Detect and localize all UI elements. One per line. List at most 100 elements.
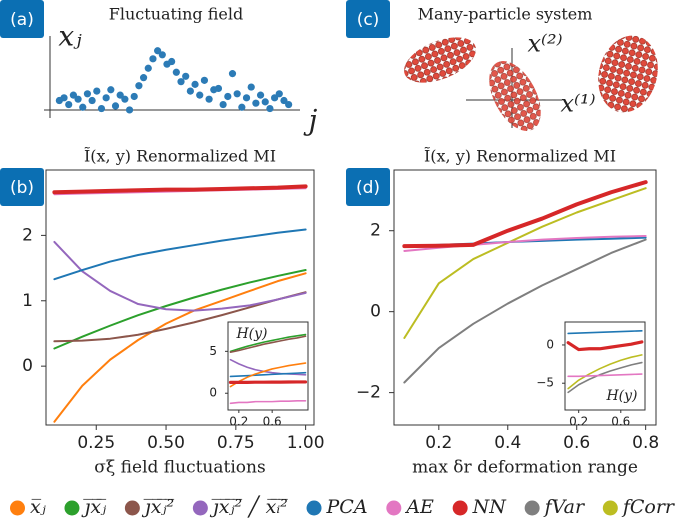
data-line [53,269,307,350]
panel-badge [346,168,390,206]
data-point [125,106,134,114]
chart-title: Ĩ(x, y) Renormalized MI [84,146,276,166]
panel: (b)Ĩ(x, y) Renormalized MI0.25 0.50 0.75 1.… [0,146,325,478]
data-point [130,92,138,101]
data-line [567,330,643,335]
x-axis-label: σξ field fluctuations [94,458,265,478]
data-point [191,80,199,88]
legend-label: x̅ⱼ [30,496,46,518]
data-point [271,94,279,102]
panel: 0.2 0.6 −5 0 H(y) [536,321,646,429]
data-point [247,83,255,91]
particle-cloud [489,61,541,131]
legend-label: PCA [326,496,368,518]
y-axis-label: H(y) [235,326,267,342]
data-point [238,103,246,111]
panel-label: (b) [10,178,34,198]
particle-cloud [598,35,658,113]
data-line [402,180,648,249]
data-line [566,340,644,352]
data-point [139,74,148,82]
data-line [229,335,307,353]
data-point [144,64,152,72]
chart-title: Fluctuating field [109,5,243,24]
x-tick-label: 0.25 [77,433,115,453]
plot-frame [45,169,315,426]
panel-label: (a) [10,10,34,30]
y-tick-label: 2 [370,221,381,241]
legend-label: fVar [543,496,586,518]
x-tick-label: 0.2 [569,415,588,429]
data-line [229,333,307,353]
data-point [88,96,96,105]
data-point [69,91,77,99]
particle-illustration [404,35,658,131]
data-point [121,95,129,103]
panel-badge [0,168,44,206]
data-point [233,90,241,98]
y-axis-label: H(y) [605,388,637,404]
chart-title: Ĩ(x, y) Renormalized MI [424,146,616,166]
data-line [229,371,307,378]
legend-marker [124,500,140,516]
x-tick-label: 0.75 [217,433,255,453]
x-tick-label: 0.6 [563,433,590,453]
y-tick-label: 0 [370,302,381,322]
legend-marker [64,500,80,516]
x-axis-label: x⁽¹⁾ [561,90,596,118]
panel-badge [0,0,44,38]
legend: x̅ⱼ j̅x̅ⱼ̅ j̅x̅ⱼ̅²̅ j̅x̅ⱼ̅²̅ ╱ x̅ᵢ̅²̅ PCA AE N… [10,495,676,518]
x-tick-label: 1.00 [287,433,325,453]
plot-frame [393,169,657,426]
data-point [168,57,176,66]
data-line [403,238,647,384]
data-point [196,91,204,99]
x-tick-label: 0.4 [494,433,521,453]
data-point [252,99,260,107]
data-point [97,104,106,113]
data-point [256,91,265,99]
data-line [229,358,307,376]
data-point [60,94,68,102]
data-point [111,102,120,110]
y-tick-label: 5 [209,344,217,358]
data-line [229,362,307,388]
x-axis-label: j [303,104,318,137]
data-line [567,354,643,390]
legend-marker [452,500,468,516]
data-point [158,51,166,59]
y-tick-label: 0 [22,356,33,376]
x-tick-label: 0.50 [147,433,185,453]
data-point [79,103,87,111]
data-line [53,272,307,423]
data-point [93,87,101,95]
data-point [224,92,232,101]
legend-marker [10,500,25,516]
legend-marker [192,500,208,516]
panel-label: (c) [357,10,380,30]
legend-marker [306,500,322,516]
data-point [172,68,180,76]
panel-label: (d) [356,178,380,198]
data-point [154,47,162,55]
data-point [149,55,157,63]
legend-label: j̅x̅ⱼ̅²̅ [141,496,174,518]
panel: (c) Many-particle system x⁽¹⁾ x⁽²⁾ [346,0,596,118]
data-point [182,72,190,80]
y-tick-label: 1 [22,291,33,311]
data-point [285,100,293,109]
x-tick-label: 0.2 [229,415,248,429]
legend-label: AE [404,496,434,518]
data-line [403,187,647,339]
chart-title: Many-particle system [418,5,593,24]
legend-marker [386,500,402,516]
y-axis-label: x⁽²⁾ [528,30,563,58]
data-point [186,87,194,95]
data-point [177,78,185,86]
legend-marker [602,500,618,516]
data-point [135,82,143,90]
data-point [65,100,73,109]
panel-badge [346,0,390,38]
